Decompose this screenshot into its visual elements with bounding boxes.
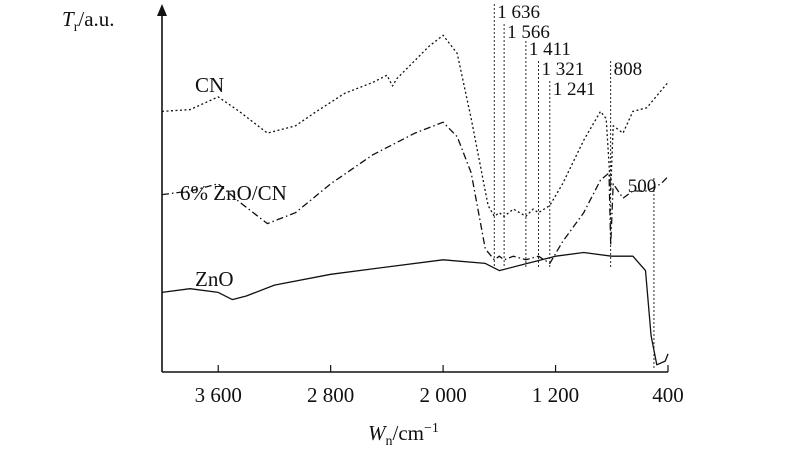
x-label-sub: n [386,434,393,449]
series-line-zno [161,251,669,366]
peak-marker-label: 1 321 [542,59,585,80]
peak-marker-label: 1 411 [529,39,571,60]
x-tick-label: 400 [652,383,684,407]
x-label-sup: −1 [424,421,439,436]
x-tick-label: 1 200 [532,383,579,407]
y-label-main: T [62,7,75,31]
series-label: CN [195,73,224,97]
peak-marker-label: 500 [628,176,657,197]
peak-marker-label: 1 636 [497,2,540,23]
y-label-sub: r [74,20,79,35]
series-line-6-zno-cn [161,121,669,265]
series-label: ZnO [195,267,234,291]
x-tick-label: 2 800 [307,383,354,407]
series-curves [161,34,669,366]
x-tick-label: 2 000 [419,383,466,407]
peak-marker-label: 1 241 [553,79,596,100]
y-axis-label: Tr/a.u. [62,7,115,35]
peak-marker-label: 808 [614,59,643,80]
x-label-unit: /cm [393,421,425,445]
peak-marker-label: 1 566 [507,22,550,43]
series-label: 6% ZnO/CN [180,181,287,205]
x-axis-label: Wn/cm−1 [368,421,439,449]
x-tick-label: 3 600 [195,383,242,407]
y-axis-arrow [157,4,167,16]
y-label-unit: /a.u. [78,7,114,31]
x-ticks: 3 600 2 800 2 000 1 200 400 [195,365,684,407]
series-labels: CN 6% ZnO/CN ZnO [180,73,287,291]
x-label-main: W [368,421,388,445]
